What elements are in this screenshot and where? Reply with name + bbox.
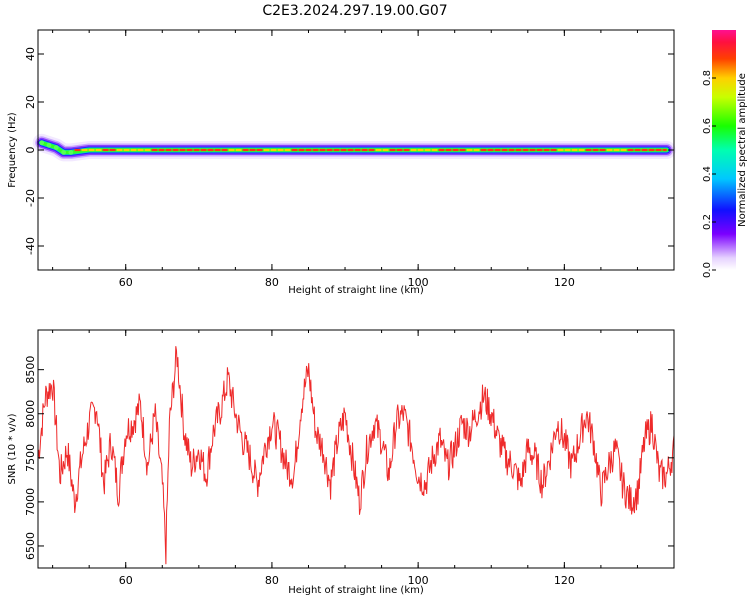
spectrogram-x-tick-label: 120 [554,276,575,289]
spectrogram-x-label: Height of straight line (km) [288,285,424,296]
spectrogram-ridge-point [61,150,66,155]
snr-x-tick-label: 80 [265,574,279,587]
spectrogram-ridge-point [46,142,52,148]
snr-series-line [37,346,675,565]
colorbar-ticks: 0.0 0.2 0.4 0.6 0.8 [702,70,716,278]
snr-x-label: Height of straight line (km) [288,585,424,596]
spectrogram-y-label: Frequency (Hz) [7,112,18,188]
snr-x-tick-label: 100 [408,574,429,587]
spectrogram-x-tick-label: 60 [119,276,133,289]
snr-y-tick-label: 8000 [24,400,37,428]
spectrogram-x-tick-label: 100 [408,276,429,289]
colorbar-tick-label: 0.2 [702,214,713,230]
spectrogram-y-tick-label: 0 [24,147,37,154]
snr-y-ticks: 6500 7000 7500 8000 8500 [24,356,674,560]
snr-y-label: SNR (10 * v/v) [7,413,18,484]
figure-title: C2E3.2024.297.19.00.G07 [262,3,447,19]
spectrogram-y-tick-label: -20 [24,189,37,207]
colorbar-tick-label: 0.0 [702,262,713,278]
snr-panel: 60 80 100 120 6500 7000 7500 8000 8500 Height o… [7,329,675,596]
spectrogram-x-tick-label: 80 [265,276,279,289]
colorbar-tick-label: 0.4 [702,166,713,182]
colorbar-tick-label: 0.8 [702,70,713,86]
snr-x-ticks: 60 80 100 120 [52,330,675,587]
colorbar-tick-label: 0.6 [702,118,713,134]
spectrogram-ridge-point [53,145,59,151]
spectrogram-ridge [32,133,676,162]
snr-y-tick-label: 7000 [24,488,37,516]
snr-y-tick-label: 7500 [24,444,37,472]
spectrogram-ridge-point [68,150,74,155]
spectrogram-y-ticks: -40 -20 0 20 40 [24,47,674,255]
colorbar-gradient [712,30,736,270]
spectrogram-y-tick-label: 20 [24,95,37,109]
colorbar: 0.0 0.2 0.4 0.6 0.8 Normalized spectral ampl… [702,30,748,278]
snr-x-tick-label: 60 [119,574,133,587]
snr-y-tick-label: 8500 [24,356,37,384]
snr-x-tick-label: 120 [554,574,575,587]
colorbar-label: Normalized spectral amplitude [737,73,748,227]
snr-line [37,346,675,565]
spectrogram-y-tick-label: 40 [24,47,37,61]
snr-frame [37,329,675,569]
spectrogram-y-tick-label: -40 [24,237,37,255]
spectrogram-x-ticks: 60 80 100 120 [52,30,675,289]
spectrogram-panel: 60 80 100 120 -40 -20 0 20 40 Height of straigh… [7,29,676,296]
snr-y-tick-label: 6500 [24,532,37,560]
spectrogram-ridge-point [39,140,45,146]
